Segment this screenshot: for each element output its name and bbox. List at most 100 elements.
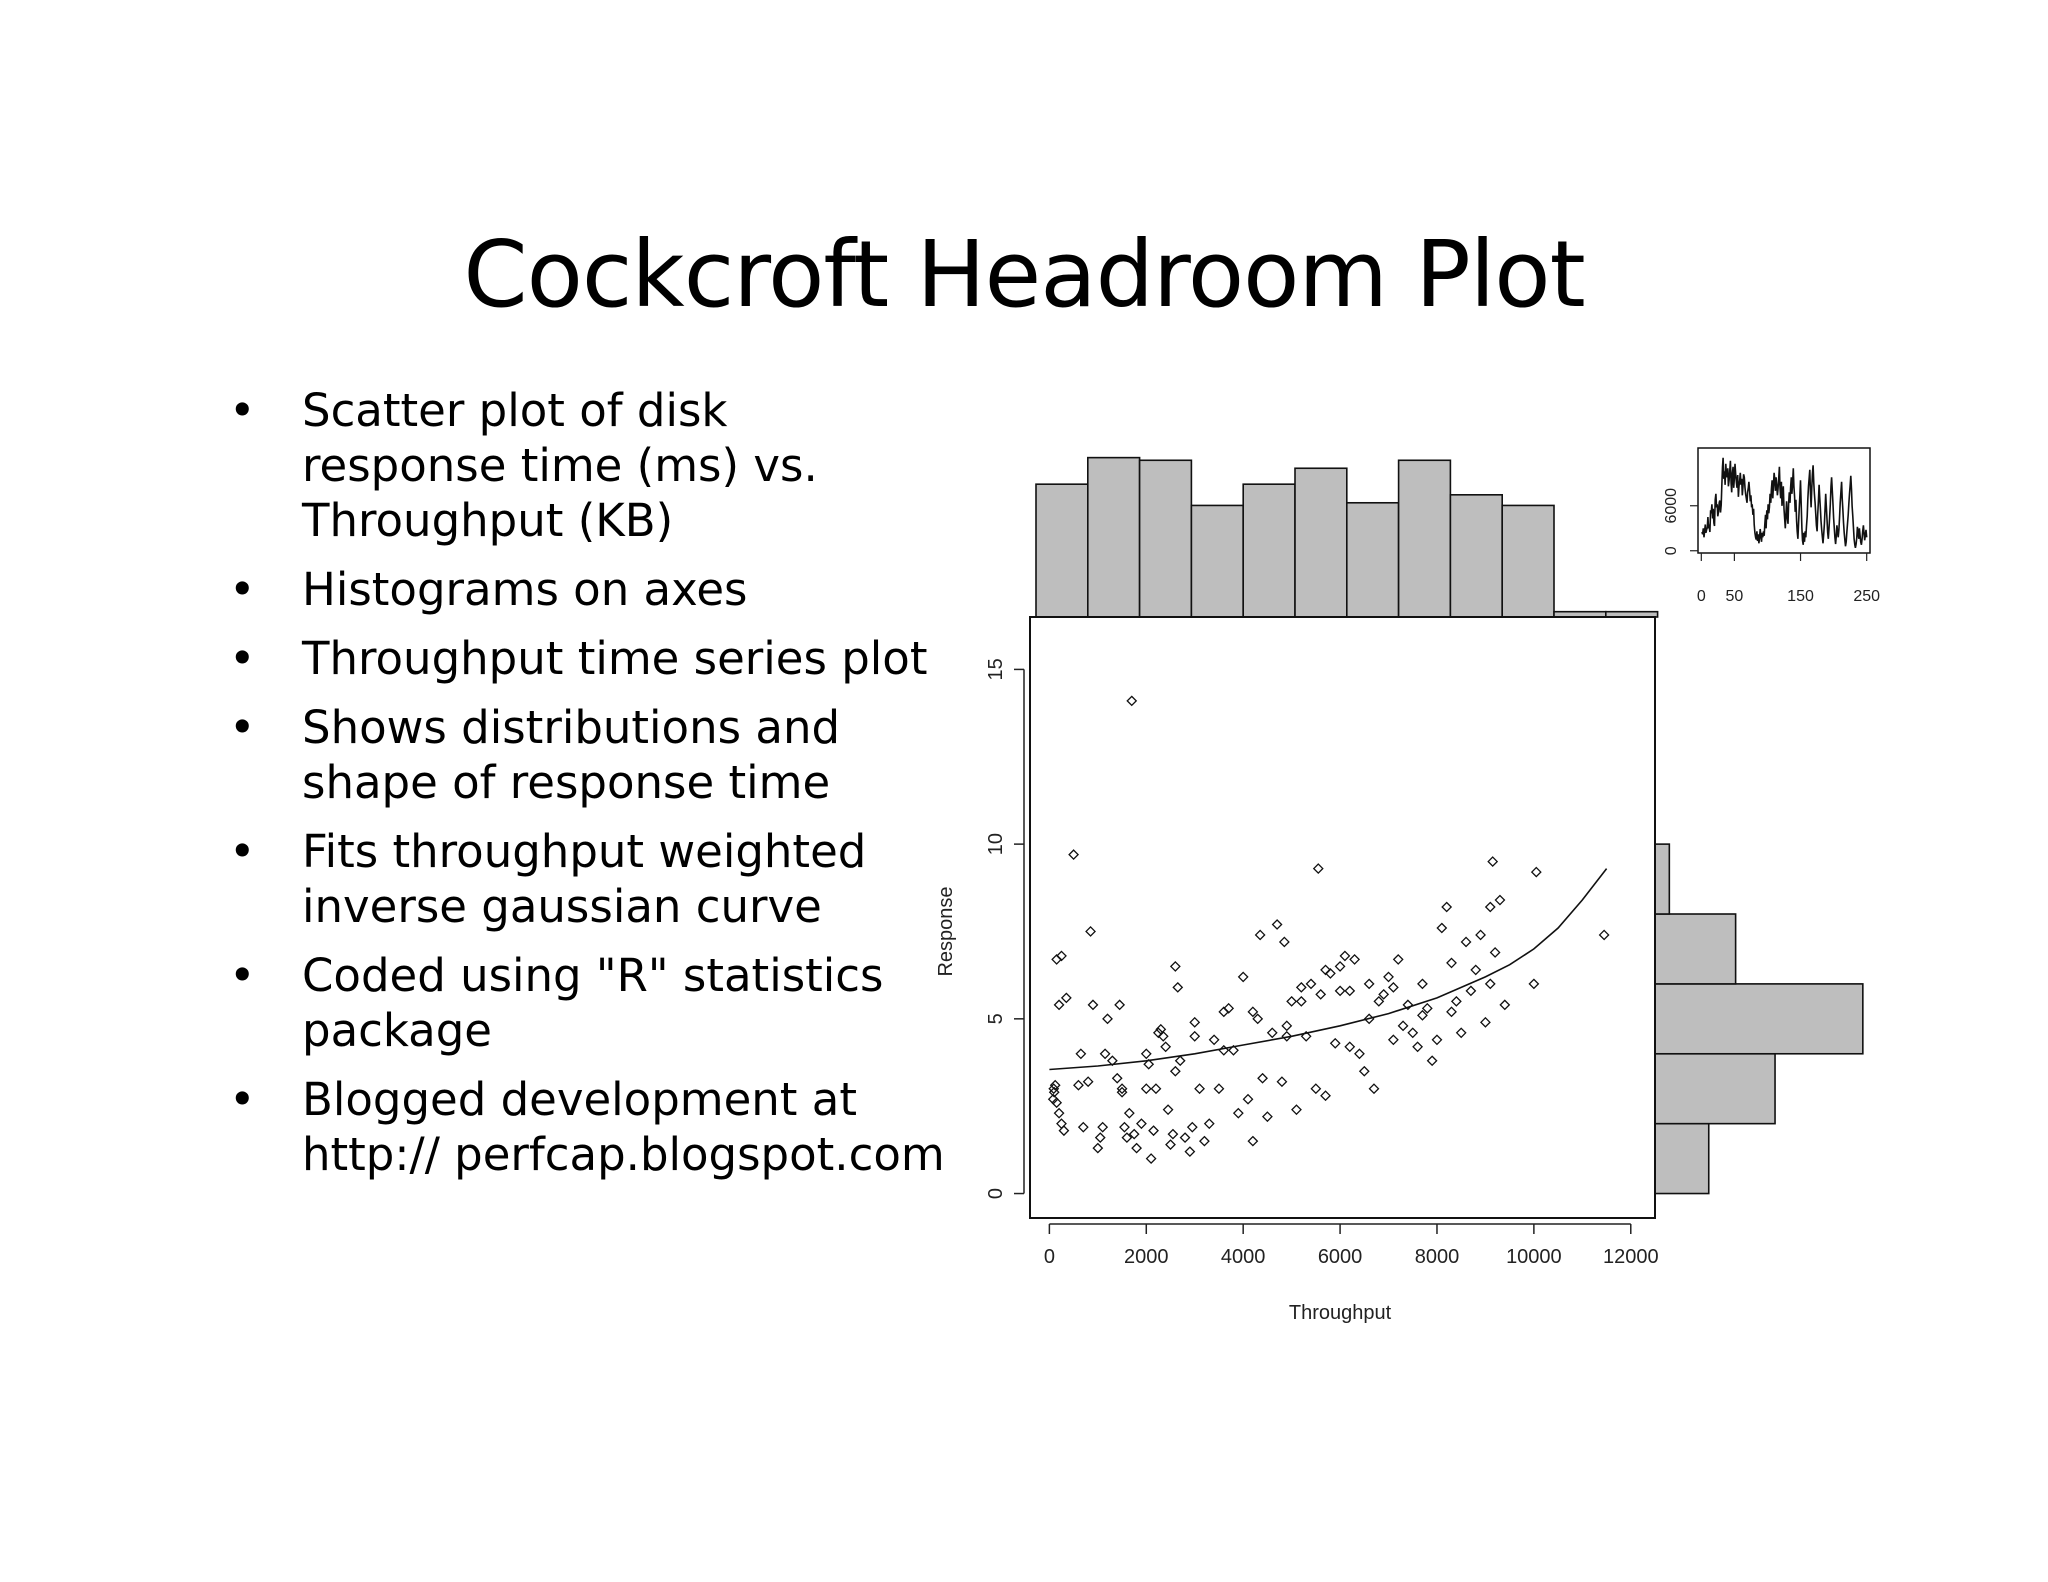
scatter-point (1186, 1121, 1198, 1133)
scatter-point (1368, 1083, 1380, 1095)
scatter-point (1286, 995, 1298, 1007)
bullet-text: Fits throughput weighted inverse gaussia… (302, 825, 867, 933)
bullet-dot-icon: • (229, 384, 256, 437)
bullet-dot-icon: • (229, 825, 256, 878)
scatter-point (1189, 1030, 1201, 1042)
scatter-point (1489, 947, 1501, 958)
timeseries-x-tick-label: 150 (1787, 588, 1814, 605)
top-histogram-bar (1087, 456, 1141, 618)
right-histogram-bar (1654, 843, 1671, 915)
scatter-point (1092, 1142, 1104, 1154)
scatter-point (1140, 1048, 1152, 1060)
scatter-point (1082, 1076, 1094, 1088)
scatter-point (1278, 936, 1290, 948)
scatter-point (1165, 1139, 1176, 1151)
scatter-point (1128, 1128, 1140, 1140)
scatter-point (1460, 936, 1472, 948)
right-histogram-bar (1654, 983, 1864, 1055)
scatter-point (1150, 1083, 1162, 1095)
scatter-point (1320, 964, 1331, 976)
y-tick-label: 5 (985, 1013, 1007, 1024)
scatter-point (1257, 1072, 1268, 1084)
bullet-item: • Histograms on axes (225, 562, 945, 617)
scatter-point (1378, 988, 1390, 1000)
scatter-point (1387, 981, 1399, 993)
scatter-point (1281, 1030, 1293, 1042)
scatter-point (1363, 978, 1375, 990)
scatter-point (1484, 901, 1496, 913)
scatter-point (1097, 1121, 1109, 1133)
scatter-point (1431, 1034, 1443, 1046)
scatter-point (1208, 1034, 1220, 1046)
scatter-plot-frame (1029, 616, 1656, 1219)
scatter-point (1247, 1006, 1259, 1018)
scatter-point (1455, 1027, 1467, 1039)
bullet-text: Scatter plot of disk response time (ms) … (302, 384, 818, 547)
right-histogram-bar (1654, 1122, 1710, 1195)
scatter-point (1123, 1107, 1135, 1119)
bullet-text: Throughput time series plot (302, 632, 928, 685)
scatter-point (1048, 1083, 1060, 1095)
scatter-point (1145, 1153, 1157, 1165)
scatter-point (1475, 929, 1487, 941)
scatter-point (1237, 971, 1249, 983)
right-histogram-bar (1654, 1052, 1776, 1125)
scatter-point (1068, 849, 1080, 861)
scatter-point (1087, 999, 1099, 1011)
scatter-point (1291, 1104, 1302, 1116)
timeseries-line (1701, 457, 1868, 548)
scatter-point (1099, 1048, 1111, 1060)
x-tick-label: 2000 (1124, 1246, 1169, 1268)
scatter-point (1060, 992, 1072, 1004)
bullet-text: Coded using "R" statistics package (302, 949, 884, 1057)
x-tick-label: 10000 (1506, 1246, 1562, 1268)
x-tick-label: 8000 (1415, 1246, 1460, 1268)
bullet-list: • Scatter plot of disk response time (ms)… (225, 383, 945, 1196)
scatter-point (1320, 1090, 1331, 1102)
scatter-point (1344, 985, 1356, 997)
scatter-point (1402, 999, 1414, 1011)
scatter-point (1271, 919, 1283, 930)
timeseries-x-tick-label: 50 (1725, 588, 1743, 605)
scatter-point (1329, 1037, 1341, 1049)
scatter-point (1407, 1027, 1419, 1039)
scatter-point (1480, 1016, 1491, 1028)
bullet-text: Shows distributions and shape of respons… (302, 701, 841, 809)
timeseries-x-tick-label: 250 (1853, 588, 1880, 605)
scatter-point (1339, 950, 1351, 962)
scatter-point (1053, 1107, 1065, 1119)
timeseries-x-tick-label: 0 (1697, 588, 1706, 605)
scatter-point (1056, 950, 1067, 962)
scatter-point (1383, 971, 1394, 983)
x-tick-label: 4000 (1221, 1246, 1266, 1268)
scatter-point (1194, 1083, 1205, 1095)
scatter-point (1136, 1118, 1147, 1130)
scatter-point (1247, 1135, 1259, 1147)
bullet-dot-icon: • (229, 701, 256, 754)
scatter-point (1349, 954, 1361, 965)
scatter-point (1276, 1076, 1288, 1088)
bullet-item: • Throughput time series plot (225, 631, 945, 686)
y-tick-label: 15 (985, 658, 1007, 680)
scatter-point (1300, 1030, 1312, 1042)
scatter-point (1162, 1104, 1174, 1116)
scatter-point (1085, 926, 1096, 937)
scatter-point (1387, 1034, 1399, 1046)
scatter-point (1305, 978, 1317, 990)
scatter-point (1470, 964, 1482, 976)
timeseries-y-tick-label: 6000 (1663, 488, 1680, 524)
scatter-point (1121, 1132, 1133, 1144)
y-axis-label: Response (935, 886, 957, 976)
scatter-point (1232, 1107, 1244, 1119)
bullet-dot-icon: • (229, 632, 256, 685)
scatter-point (1077, 1121, 1089, 1133)
scatter-point (1119, 1121, 1130, 1133)
scatter-point (1126, 695, 1138, 707)
scatter-point (1116, 1086, 1128, 1098)
scatter-point (1528, 978, 1540, 990)
scatter-point (1198, 1135, 1210, 1147)
scatter-point (1484, 978, 1496, 990)
x-tick-label: 6000 (1318, 1246, 1363, 1268)
bullet-text: Blogged development at http:// perfcap.b… (302, 1073, 945, 1181)
scatter-point (1344, 1041, 1356, 1053)
